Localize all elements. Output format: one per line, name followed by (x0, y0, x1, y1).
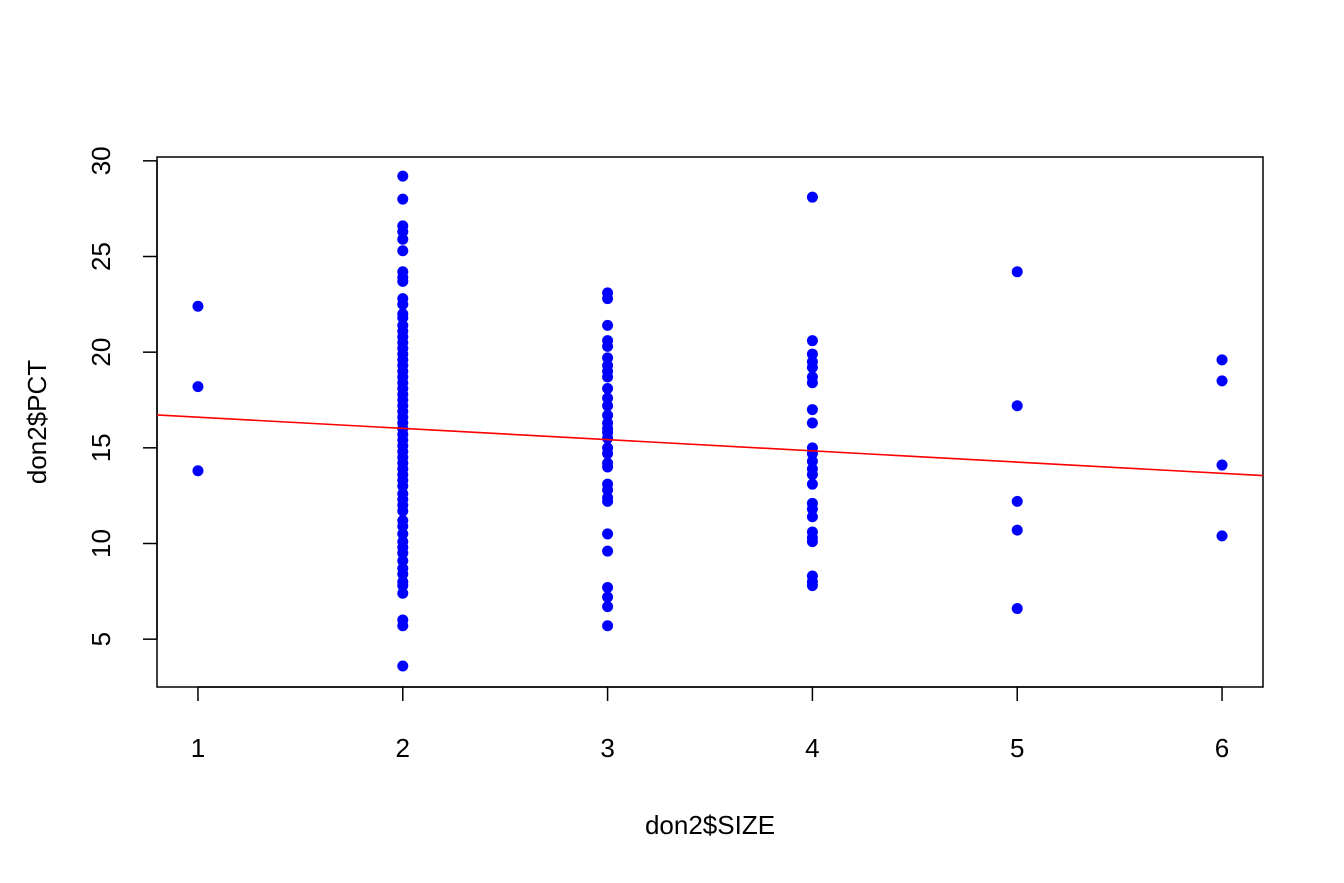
y-axis: 5 10 15 20 25 30 (86, 146, 158, 646)
x-tick-label: 6 (1215, 733, 1229, 763)
data-point (397, 620, 409, 632)
data-point (1011, 495, 1023, 507)
data-point (806, 455, 818, 467)
data-point (602, 528, 614, 540)
data-point (1011, 266, 1023, 278)
data-point (602, 340, 614, 352)
x-tick-label: 3 (600, 733, 614, 763)
y-tick-label: 15 (86, 433, 116, 462)
data-point (602, 293, 614, 305)
y-axis-title: don2$PCT (22, 360, 52, 484)
data-point (192, 381, 204, 393)
data-point (602, 582, 614, 594)
data-point (602, 448, 614, 460)
data-point (397, 233, 409, 245)
data-point (806, 361, 818, 373)
data-point (602, 432, 614, 444)
data-point (602, 461, 614, 473)
data-point (397, 568, 409, 580)
data-point (1011, 400, 1023, 412)
data-point (602, 409, 614, 421)
x-axis: 1 2 3 4 5 6 (191, 686, 1229, 763)
data-point (1011, 603, 1023, 615)
y-tick-label: 20 (86, 338, 116, 367)
plot-frame (156, 156, 1264, 688)
data-point (602, 591, 614, 603)
data-point (806, 478, 818, 490)
regression-line (156, 414, 1264, 477)
x-tick-label: 2 (396, 733, 410, 763)
data-point (397, 520, 409, 532)
data-point (397, 547, 409, 559)
data-point (602, 620, 614, 632)
data-point (806, 503, 818, 515)
data-point (397, 226, 409, 238)
data-point (806, 511, 818, 523)
data-point (602, 484, 614, 496)
data-point (397, 170, 409, 182)
data-point (1216, 354, 1228, 366)
x-axis-title: don2$SIZE (645, 810, 775, 840)
y-tick-label: 10 (86, 529, 116, 558)
data-point (192, 300, 204, 312)
data-point (397, 580, 409, 592)
data-point (806, 417, 818, 429)
data-point (806, 469, 818, 481)
data-point (806, 377, 818, 389)
data-point (602, 545, 614, 557)
data-point (397, 505, 409, 517)
data-point (1216, 530, 1228, 542)
data-point (397, 245, 409, 257)
data-point (602, 601, 614, 613)
data-point (397, 298, 409, 310)
data-point (1216, 375, 1228, 387)
data-point (602, 352, 614, 364)
x-tick-label: 5 (1010, 733, 1024, 763)
data-point (602, 319, 614, 331)
data-point (1011, 524, 1023, 536)
data-point (806, 191, 818, 203)
data-point (397, 275, 409, 287)
data-point (806, 536, 818, 548)
y-tick-label: 25 (86, 242, 116, 271)
x-tick-label: 1 (191, 733, 205, 763)
data-point (1216, 459, 1228, 471)
y-tick-label: 30 (86, 146, 116, 175)
data-point (397, 528, 409, 540)
data-point (602, 371, 614, 383)
data-point (806, 580, 818, 592)
y-tick-label: 5 (86, 632, 116, 646)
data-point (397, 193, 409, 205)
data-point (806, 404, 818, 416)
data-point (397, 312, 409, 324)
data-point (806, 348, 818, 360)
data-point (602, 495, 614, 507)
data-point (397, 587, 409, 599)
data-point (397, 555, 409, 567)
x-tick-label: 4 (805, 733, 819, 763)
data-point (397, 480, 409, 492)
data-point (397, 660, 409, 672)
data-point (806, 335, 818, 347)
data-point (602, 383, 614, 395)
data-point (602, 400, 614, 412)
data-point (602, 392, 614, 404)
data-point (192, 465, 204, 477)
data-points (192, 170, 1228, 672)
